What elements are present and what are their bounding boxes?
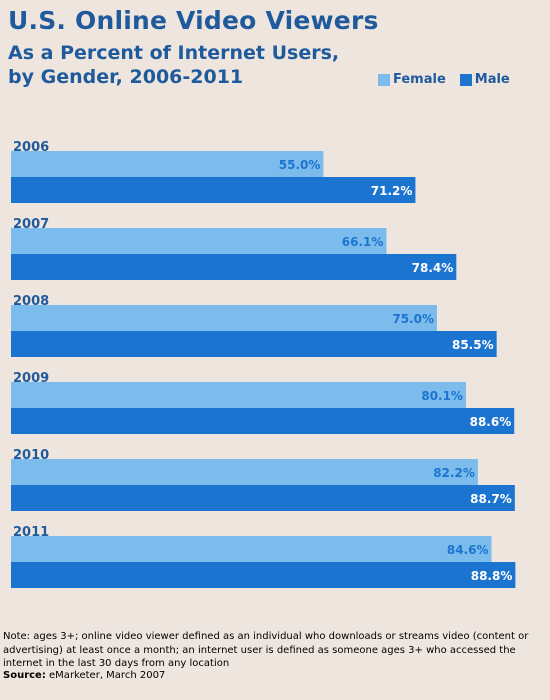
- bar-male-2008: [11, 331, 497, 357]
- data-label-female-2006: 55.0%: [279, 158, 321, 172]
- legend-swatch-female: [378, 73, 390, 86]
- source-text: eMarketer, March 2007: [49, 670, 166, 681]
- chart-legend: Female Male: [378, 72, 524, 87]
- data-label-male-2008: 85.5%: [452, 338, 494, 352]
- data-label-male-2007: 78.4%: [412, 261, 454, 275]
- bar-female-2010: [11, 459, 478, 485]
- chart-note: Note: ages 3+; online video viewer defin…: [3, 631, 529, 669]
- data-label-female-2007: 66.1%: [342, 235, 384, 249]
- source-label: Source:: [3, 670, 46, 681]
- chart-title: U.S. Online Video Viewers: [8, 6, 379, 35]
- chart-subtitle: As a Percent of Internet Users, by Gende…: [8, 42, 340, 88]
- bar-male-2007: [11, 254, 457, 280]
- legend-item-male: Male: [459, 72, 510, 87]
- data-label-female-2009: 80.1%: [421, 389, 463, 403]
- bar-female-2007: [11, 228, 387, 254]
- bar-male-2011: [11, 562, 516, 588]
- data-label-female-2011: 84.6%: [447, 543, 489, 557]
- data-label-male-2010: 88.7%: [470, 492, 512, 506]
- bar-chart: 200655.0%71.2%200766.1%78.4%200875.0%85.…: [11, 140, 516, 588]
- bar-male-2009: [11, 408, 515, 434]
- data-label-male-2009: 88.6%: [470, 415, 512, 429]
- bar-female-2006: [11, 151, 324, 177]
- bar-female-2009: [11, 382, 466, 408]
- bar-female-2011: [11, 536, 492, 562]
- bar-male-2006: [11, 177, 416, 203]
- chart-source: Source: eMarketer, March 2007: [3, 670, 165, 681]
- data-label-female-2010: 82.2%: [433, 466, 475, 480]
- bar-male-2010: [11, 485, 515, 511]
- data-label-male-2011: 88.8%: [471, 569, 513, 583]
- legend-label-male: Male: [474, 72, 510, 87]
- legend-item-female: Female: [378, 72, 446, 87]
- legend-label-female: Female: [393, 72, 446, 87]
- bar-female-2008: [11, 305, 437, 331]
- legend-swatch-male: [459, 73, 472, 86]
- data-label-female-2008: 75.0%: [392, 312, 434, 326]
- data-label-male-2006: 71.2%: [371, 184, 413, 198]
